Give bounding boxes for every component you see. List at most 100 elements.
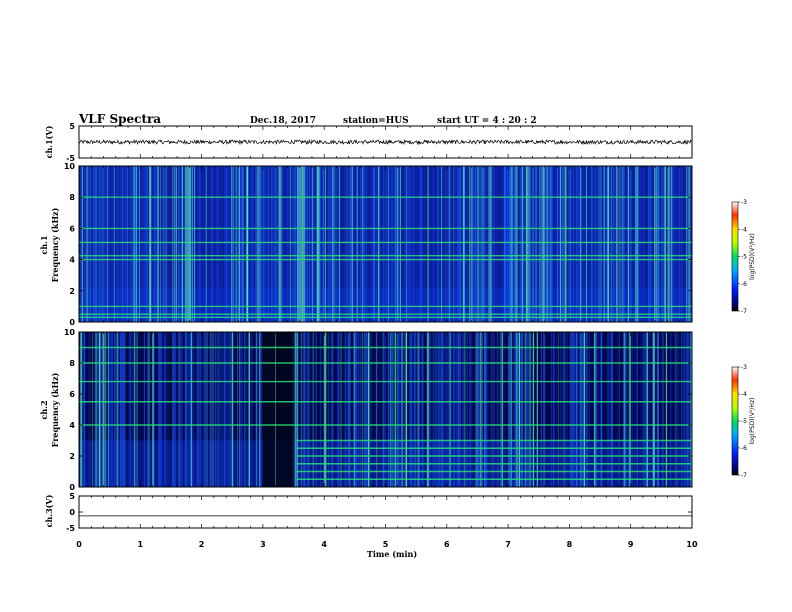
noise-column (405, 166, 407, 322)
ch1-spec-tick-label: 8 (69, 193, 75, 202)
noise-column (98, 332, 100, 487)
noise-column (97, 332, 99, 487)
noise-column (397, 166, 399, 322)
noise-column (167, 332, 169, 487)
noise-column (135, 166, 137, 322)
x-tick-label: 3 (260, 540, 266, 549)
noise-column (445, 332, 447, 487)
noise-column (502, 166, 505, 322)
noise-column (217, 332, 219, 487)
noise-column (572, 166, 574, 322)
noise-column (650, 166, 652, 322)
strong-vertical-band (316, 166, 320, 322)
noise-column (184, 332, 187, 487)
noise-column (437, 332, 439, 487)
noise-column (595, 166, 598, 322)
noise-column (286, 166, 288, 322)
noise-column (153, 166, 156, 322)
noise-column (593, 166, 596, 322)
noise-column (120, 332, 122, 487)
noise-column (457, 166, 459, 322)
strong-vertical-band (298, 166, 302, 322)
noise-column (152, 332, 154, 487)
noise-column (391, 166, 394, 322)
noise-column (193, 166, 195, 322)
noise-column (469, 332, 470, 487)
noise-column (595, 332, 597, 487)
x-tick-label: 9 (628, 540, 634, 549)
ch1-waveform-panel: 5 -5 (66, 122, 693, 163)
noise-column (611, 332, 613, 487)
noise-column (634, 332, 635, 487)
noise-column (648, 166, 650, 322)
noise-column (353, 332, 355, 487)
noise-column (305, 332, 307, 487)
noise-column (332, 166, 335, 322)
noise-column (307, 332, 309, 487)
noise-column (649, 332, 651, 487)
noise-column (376, 332, 378, 487)
noise-column (113, 166, 115, 322)
noise-column (418, 166, 421, 322)
colorbar-tick-label: -7 (741, 472, 747, 479)
noise-column (412, 166, 413, 322)
noise-column (675, 166, 677, 322)
noise-column (95, 166, 98, 322)
noise-column (409, 332, 411, 487)
noise-column (414, 332, 417, 487)
noise-column (597, 332, 599, 487)
noise-column (81, 166, 82, 322)
noise-column (389, 332, 391, 487)
noise-column (361, 166, 364, 322)
noise-column (612, 166, 614, 322)
noise-column (573, 166, 574, 322)
noise-column (116, 166, 118, 322)
noise-column (358, 332, 360, 487)
noise-column (374, 166, 377, 322)
spectrogram-background (79, 332, 692, 487)
noise-column (668, 166, 671, 322)
noise-column (467, 332, 468, 487)
noise-column (527, 166, 530, 322)
noise-column (178, 332, 180, 487)
noise-column (571, 332, 574, 487)
noise-column (572, 332, 573, 487)
noise-column (216, 166, 218, 322)
noise-column (159, 332, 161, 487)
noise-column (521, 332, 524, 487)
noise-column (557, 166, 559, 322)
noise-column (435, 332, 437, 487)
noise-column (509, 332, 512, 487)
noise-column (391, 166, 393, 322)
noise-column (337, 332, 340, 487)
noise-column (398, 332, 399, 487)
noise-column (673, 166, 675, 322)
noise-column (458, 166, 460, 322)
noise-column (229, 166, 231, 322)
noise-column (143, 332, 146, 487)
noise-column (113, 166, 115, 322)
noise-column (680, 166, 682, 322)
noise-column (477, 332, 480, 487)
noise-column (306, 166, 308, 322)
noise-column (458, 332, 461, 487)
ch1-waveform-tick-label: 5 (69, 122, 75, 131)
noise-column (453, 332, 455, 487)
noise-column (473, 166, 475, 322)
noise-column (458, 166, 460, 322)
noise-column (380, 166, 382, 322)
noise-column (552, 332, 555, 487)
noise-column (611, 332, 613, 487)
noise-column (188, 332, 191, 487)
noise-column (250, 166, 253, 322)
colorbar-tick-label: -5 (741, 254, 747, 261)
noise-column (429, 332, 432, 487)
noise-column (458, 332, 461, 487)
noise-column (659, 166, 660, 322)
noise-column (624, 166, 626, 322)
noise-column (259, 332, 261, 487)
noise-column (544, 166, 546, 322)
noise-column (375, 166, 377, 322)
noise-column (442, 332, 443, 487)
noise-column (136, 332, 138, 487)
